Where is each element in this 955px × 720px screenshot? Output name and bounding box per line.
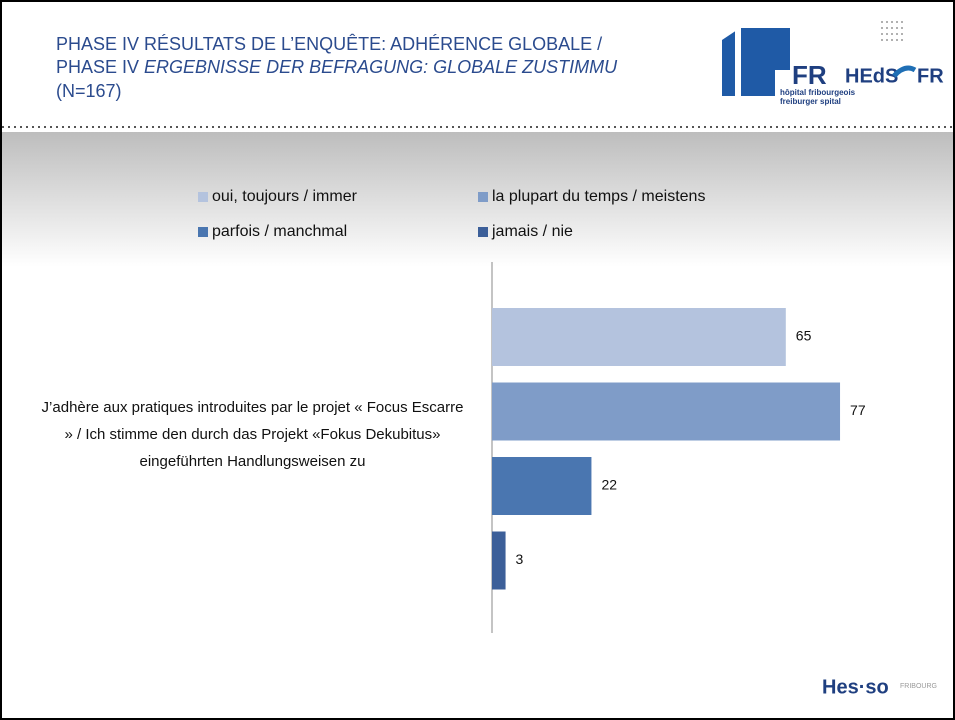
- dot-grid: [881, 21, 903, 41]
- legend-label: oui, toujours / immer: [212, 188, 358, 205]
- heds-logo-shape: [892, 65, 917, 78]
- bar: [492, 308, 786, 366]
- title: PHASE IV RÉSULTATS DE L’ENQUÊTE: ADHÉREN…: [56, 34, 602, 54]
- hfr-logo-text: hôpital fribourgeois: [780, 88, 856, 97]
- title-part: PHASE IV: [56, 57, 144, 77]
- bar: [492, 531, 506, 590]
- category-label: J’adhère aux pratiques introduites par l…: [41, 399, 464, 470]
- legend-label: jamais / nie: [491, 223, 573, 240]
- bar: [492, 457, 592, 515]
- heds-logo: HEdS: [845, 65, 898, 87]
- legend-label: la plupart du temps / meistens: [492, 188, 705, 205]
- legend-swatch: [198, 192, 208, 202]
- hfr-logo-text: freiburger spital: [780, 97, 841, 106]
- data-label: 22: [601, 477, 617, 493]
- legend-swatch: [198, 227, 208, 237]
- title: PHASE IV ERGEBNISSE DER BEFRAGUNG: GLOBA…: [56, 57, 618, 77]
- gradient-band: [1, 132, 954, 267]
- title-part: ERGEBNISSE DER BEFRAGUNG: GLOBALE ZUSTIM…: [144, 57, 618, 77]
- legend-label: parfois / manchmal: [212, 223, 347, 240]
- data-label: 77: [850, 402, 866, 418]
- bar: [492, 382, 841, 441]
- legend-swatch: [478, 192, 488, 202]
- data-label: 3: [516, 551, 524, 567]
- hesso-logo: Hes·so: [822, 676, 889, 698]
- legend-swatch: [478, 227, 488, 237]
- hesso-logo-text: FRIBOURG: [900, 683, 937, 690]
- hfr-logo: FR: [792, 60, 827, 90]
- data-label: 65: [796, 328, 812, 344]
- hfr-logo-shape: [735, 28, 741, 96]
- heds-logo: FR: [917, 65, 944, 87]
- title: (N=167): [56, 81, 122, 101]
